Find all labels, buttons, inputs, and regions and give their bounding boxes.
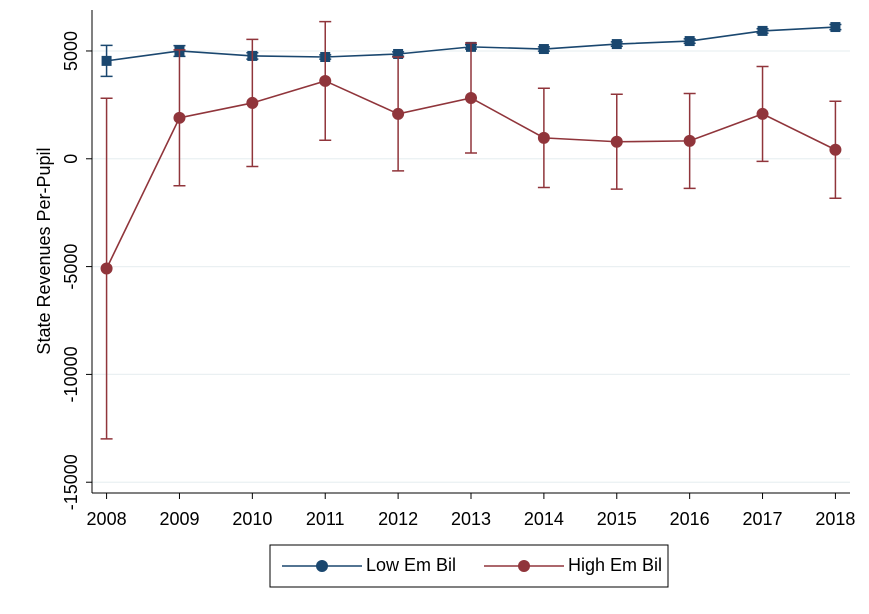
- marker: [611, 39, 622, 50]
- x-tick-label: 2015: [597, 509, 637, 529]
- x-tick-label: 2011: [306, 509, 345, 529]
- x-tick-label: 2016: [670, 509, 710, 529]
- x-tick-label: 2012: [378, 509, 418, 529]
- y-tick-label: -10000: [61, 346, 81, 402]
- x-tick-label: 2013: [451, 509, 491, 529]
- marker: [683, 134, 696, 147]
- x-tick-label: 2017: [743, 509, 783, 529]
- marker: [830, 22, 841, 33]
- x-tick-label: 2014: [524, 509, 564, 529]
- legend-label: Low Em Bil: [366, 555, 456, 575]
- y-tick-label: -5000: [61, 244, 81, 290]
- x-tick-label: 2008: [87, 509, 127, 529]
- marker: [465, 91, 477, 104]
- marker: [319, 74, 332, 87]
- marker: [246, 96, 259, 109]
- y-tick-label: 0: [61, 154, 81, 164]
- marker: [756, 107, 769, 120]
- x-tick-label: 2018: [815, 509, 855, 529]
- y-tick-label: -15000: [61, 454, 81, 510]
- marker: [610, 135, 623, 148]
- marker: [100, 262, 113, 275]
- x-tick-label: 2010: [232, 509, 272, 529]
- legend-marker: [518, 560, 530, 572]
- marker: [101, 55, 112, 66]
- legend-label: High Em Bil: [568, 555, 662, 575]
- marker: [538, 44, 549, 55]
- marker: [684, 36, 695, 47]
- marker: [173, 111, 186, 124]
- marker: [537, 131, 550, 144]
- marker: [757, 25, 768, 36]
- legend-marker: [316, 560, 328, 572]
- marker: [392, 107, 405, 120]
- y-axis-title: State Revenues Per-Pupil: [34, 147, 54, 354]
- marker: [829, 143, 842, 156]
- marker: [393, 48, 404, 59]
- series: [100, 20, 842, 440]
- x-tick-label: 2009: [159, 509, 199, 529]
- y-tick-label: 5000: [61, 31, 81, 71]
